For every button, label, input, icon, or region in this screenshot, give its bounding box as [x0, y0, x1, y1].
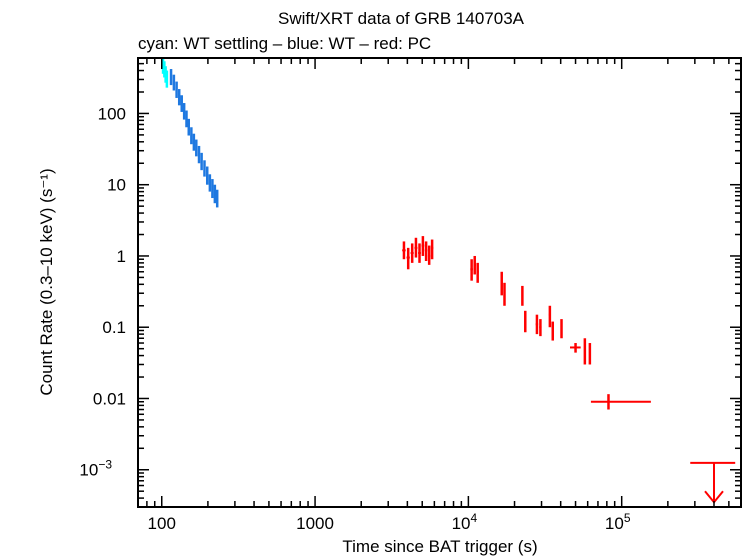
chart-subtitle: cyan: WT settling – blue: WT – red: PC — [138, 34, 431, 53]
series-wt-settling — [161, 58, 169, 88]
series-wt — [169, 69, 219, 208]
axis-layer: 100 1000 104 105 10−3 0.01 0.1 1 10 100 — [79, 57, 742, 533]
y-tick-label: 10 — [107, 176, 126, 195]
series-pc — [402, 236, 651, 410]
x-tick-label: 100 — [148, 514, 176, 533]
x-tick-label: 104 — [452, 511, 478, 533]
y-tick-label: 100 — [98, 104, 126, 123]
x-axis-label: Time since BAT trigger (s) — [342, 537, 537, 556]
plot-frame — [137, 57, 742, 508]
y-tick-label: 0.01 — [93, 389, 126, 408]
y-tick-label: 0.1 — [102, 318, 126, 337]
x-tick-label: 1000 — [296, 514, 334, 533]
chart-title: Swift/XRT data of GRB 140703A — [278, 9, 525, 28]
y-tick-label: 10−3 — [79, 458, 112, 480]
x-tick-label: 105 — [605, 511, 631, 533]
y-tick-label: 1 — [117, 247, 126, 266]
data-layer — [161, 58, 736, 504]
series-pc-upper-limit — [690, 461, 736, 504]
y-axis-label: Count Rate (0.3–10 keV) (s⁻¹) — [37, 168, 56, 395]
